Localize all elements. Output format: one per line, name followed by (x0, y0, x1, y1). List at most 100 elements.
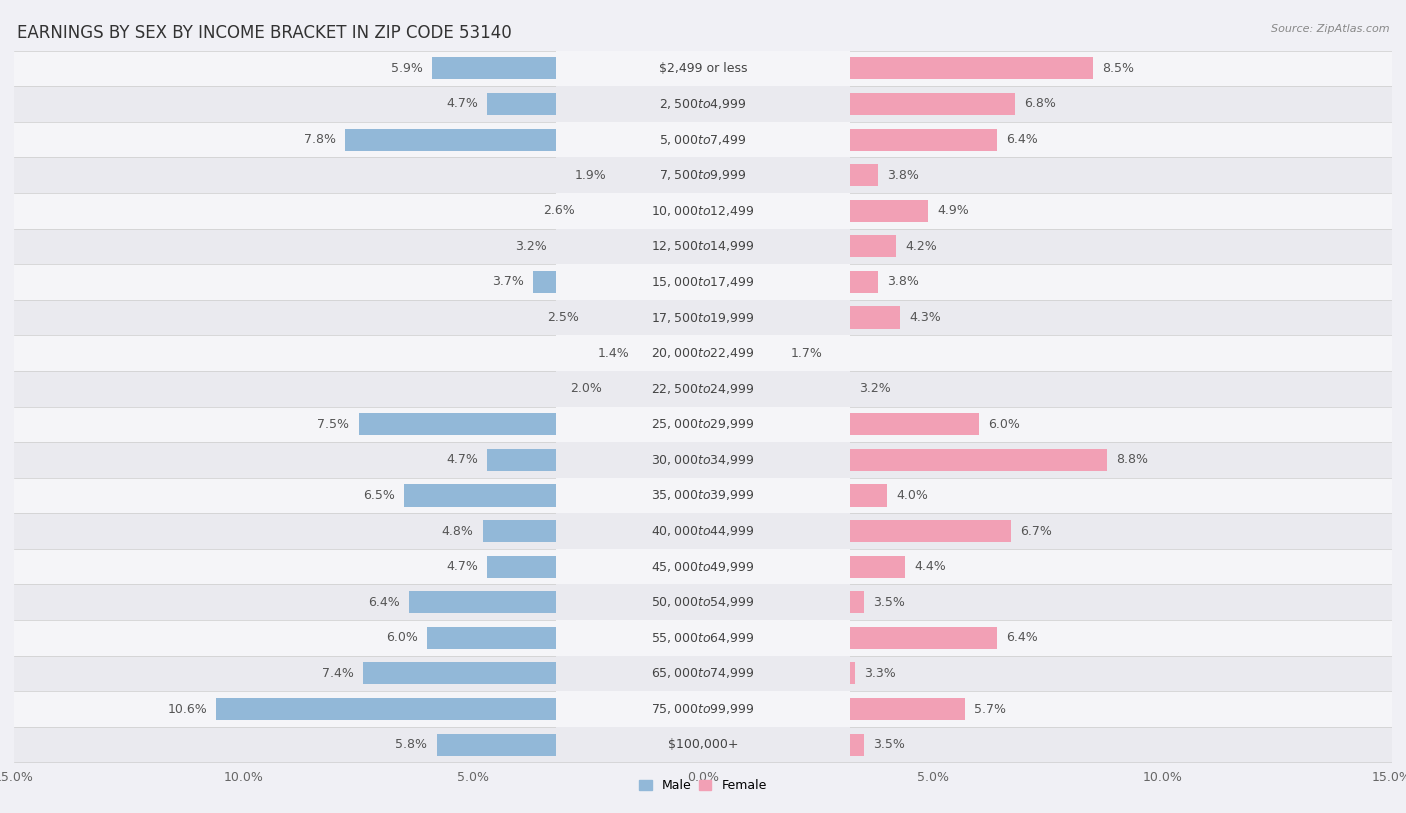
Bar (703, 627, 997, 649)
Text: 1.4%: 1.4% (598, 346, 630, 359)
Bar (555, 50, 851, 86)
Bar (409, 591, 703, 613)
Text: 3.5%: 3.5% (873, 738, 905, 751)
Bar (363, 663, 703, 685)
Text: $25,000 to $29,999: $25,000 to $29,999 (651, 417, 755, 432)
Bar (14, 549, 1392, 585)
Bar (486, 93, 703, 115)
Text: $12,500 to $14,999: $12,500 to $14,999 (651, 239, 755, 254)
Bar (555, 193, 851, 228)
Bar (555, 86, 851, 122)
Bar (217, 698, 703, 720)
Bar (555, 122, 851, 158)
Bar (703, 733, 863, 755)
Text: 4.2%: 4.2% (905, 240, 936, 253)
Bar (555, 158, 851, 193)
Text: 4.7%: 4.7% (446, 98, 478, 111)
Text: 8.8%: 8.8% (1116, 454, 1149, 467)
Text: 5.8%: 5.8% (395, 738, 427, 751)
Bar (703, 307, 900, 328)
Bar (405, 485, 703, 506)
Bar (588, 307, 703, 328)
Text: 4.7%: 4.7% (446, 454, 478, 467)
Bar (14, 122, 1392, 158)
Text: $45,000 to $49,999: $45,000 to $49,999 (651, 559, 755, 574)
Text: $40,000 to $44,999: $40,000 to $44,999 (651, 524, 755, 538)
Bar (583, 200, 703, 222)
Text: $7,500 to $9,999: $7,500 to $9,999 (659, 168, 747, 182)
Bar (14, 691, 1392, 727)
Text: Source: ZipAtlas.com: Source: ZipAtlas.com (1271, 24, 1389, 34)
Bar (555, 655, 851, 691)
Bar (555, 228, 851, 264)
Bar (437, 733, 703, 755)
Bar (14, 513, 1392, 549)
Bar (14, 620, 1392, 655)
Text: 4.9%: 4.9% (938, 204, 969, 217)
Text: 3.2%: 3.2% (859, 382, 891, 395)
Bar (555, 620, 851, 655)
Text: $30,000 to $34,999: $30,000 to $34,999 (651, 453, 755, 467)
Bar (14, 478, 1392, 513)
Bar (638, 342, 703, 364)
Text: $55,000 to $64,999: $55,000 to $64,999 (651, 631, 755, 645)
Text: 4.8%: 4.8% (441, 524, 474, 537)
Text: $5,000 to $7,499: $5,000 to $7,499 (659, 133, 747, 146)
Text: $17,500 to $19,999: $17,500 to $19,999 (651, 311, 755, 324)
Bar (14, 86, 1392, 122)
Bar (555, 442, 851, 478)
Bar (14, 406, 1392, 442)
Text: 7.4%: 7.4% (322, 667, 354, 680)
Text: 2.0%: 2.0% (569, 382, 602, 395)
Text: $2,500 to $4,999: $2,500 to $4,999 (659, 97, 747, 111)
Bar (703, 663, 855, 685)
Text: 3.2%: 3.2% (515, 240, 547, 253)
Text: $35,000 to $39,999: $35,000 to $39,999 (651, 489, 755, 502)
Text: 3.8%: 3.8% (887, 276, 918, 289)
Bar (703, 591, 863, 613)
Text: 4.3%: 4.3% (910, 311, 942, 324)
Text: 6.8%: 6.8% (1025, 98, 1056, 111)
Bar (703, 485, 887, 506)
Text: $20,000 to $22,499: $20,000 to $22,499 (651, 346, 755, 360)
Text: 6.0%: 6.0% (988, 418, 1019, 431)
Text: 5.9%: 5.9% (391, 62, 423, 75)
Text: 7.5%: 7.5% (318, 418, 349, 431)
Bar (555, 300, 851, 335)
Bar (703, 58, 1094, 80)
Text: 4.0%: 4.0% (896, 489, 928, 502)
Text: $2,499 or less: $2,499 or less (659, 62, 747, 75)
Bar (703, 271, 877, 293)
Bar (14, 50, 1392, 86)
Bar (555, 406, 851, 442)
Bar (14, 228, 1392, 264)
Text: $65,000 to $74,999: $65,000 to $74,999 (651, 667, 755, 680)
Bar (555, 585, 851, 620)
Text: 6.5%: 6.5% (363, 489, 395, 502)
Bar (703, 555, 905, 578)
Bar (555, 264, 851, 300)
Bar (14, 585, 1392, 620)
Bar (555, 235, 703, 258)
Text: 5.7%: 5.7% (974, 702, 1005, 715)
Text: 1.9%: 1.9% (575, 168, 606, 181)
Text: 3.3%: 3.3% (863, 667, 896, 680)
Text: 3.8%: 3.8% (887, 168, 918, 181)
Text: EARNINGS BY SEX BY INCOME BRACKET IN ZIP CODE 53140: EARNINGS BY SEX BY INCOME BRACKET IN ZIP… (17, 24, 512, 42)
Bar (555, 335, 851, 371)
Legend: Male, Female: Male, Female (634, 774, 772, 798)
Bar (555, 371, 851, 406)
Bar (555, 478, 851, 513)
Text: $75,000 to $99,999: $75,000 to $99,999 (651, 702, 755, 716)
Bar (703, 698, 965, 720)
Bar (703, 235, 896, 258)
Bar (555, 549, 851, 585)
Text: $100,000+: $100,000+ (668, 738, 738, 751)
Bar (486, 449, 703, 471)
Bar (703, 449, 1107, 471)
Bar (703, 93, 1015, 115)
Text: 8.5%: 8.5% (1102, 62, 1135, 75)
Bar (703, 128, 997, 150)
Text: 6.0%: 6.0% (387, 632, 418, 645)
Text: 3.7%: 3.7% (492, 276, 524, 289)
